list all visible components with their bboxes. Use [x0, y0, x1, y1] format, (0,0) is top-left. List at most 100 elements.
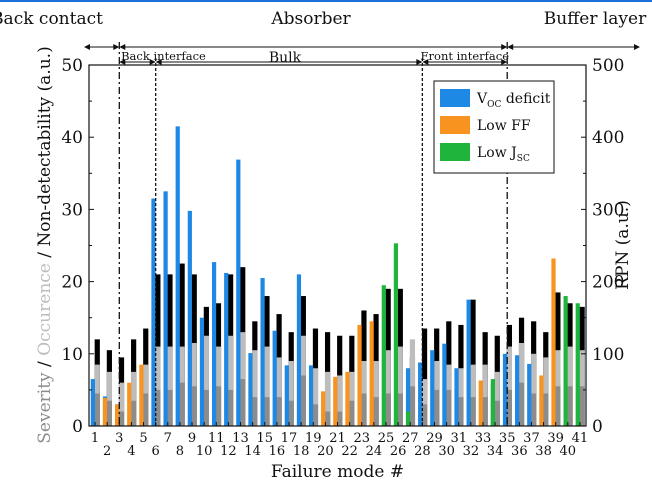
x-tick-label: 40 — [560, 444, 577, 459]
rpn-bar — [260, 277, 265, 426]
right-tick-label: 0 — [592, 417, 603, 437]
x-tick-label: 5 — [139, 431, 147, 446]
occurrence-bar — [264, 346, 270, 426]
severity-bar — [482, 397, 488, 426]
occurrence-bar — [543, 357, 549, 426]
severity-bar — [288, 400, 294, 426]
occurrence-bar — [421, 379, 428, 426]
legend-swatch — [440, 143, 470, 161]
left-axis-title-part: Occurence — [35, 263, 55, 356]
rpn-bar — [466, 299, 471, 426]
region-buffer-layer: Buffer layer — [544, 9, 647, 29]
rpn-bar — [115, 404, 120, 426]
rpn-bar — [418, 362, 423, 426]
x-tick-label: 17 — [281, 431, 298, 446]
axes-layer: 0102030405001002003004005001234567891011… — [35, 46, 633, 482]
bars-layer — [90, 126, 585, 427]
severity-bar — [228, 389, 234, 426]
x-tick-label: 32 — [463, 444, 480, 459]
rpn-bar — [478, 380, 483, 426]
occurrence-bar — [191, 342, 197, 426]
x-tick-label: 29 — [426, 431, 443, 446]
x-tick-label: 36 — [511, 444, 528, 459]
right-tick-label: 400 — [592, 128, 624, 148]
severity-bar — [531, 393, 537, 426]
back-contact-arrow-head-right — [113, 44, 120, 50]
rpn-bar — [551, 258, 556, 426]
occurrence-bar — [324, 371, 331, 426]
severity-bar — [434, 389, 440, 426]
severity-bar — [421, 404, 428, 426]
x-tick-label: 33 — [475, 431, 492, 446]
rpn-bar — [454, 368, 459, 426]
x-tick-label: 21 — [329, 431, 346, 446]
x-tick-label: 1 — [91, 431, 99, 446]
x-tick-label: 31 — [450, 431, 467, 446]
legend-swatch — [440, 116, 470, 134]
right-tick-label: 200 — [592, 273, 624, 293]
severity-bar — [446, 389, 452, 426]
nd-bar — [179, 263, 185, 426]
right-tick-label: 100 — [592, 345, 624, 365]
right-tick-label: 300 — [592, 200, 624, 220]
rpn-bar — [90, 379, 95, 426]
rpn-bar — [224, 272, 229, 426]
rpn-bar — [393, 243, 399, 426]
back-contact-arrow-head-left — [84, 44, 90, 50]
x-tick-label: 16 — [269, 444, 286, 459]
occurrence-bar — [252, 350, 258, 426]
left-tick-label: 30 — [61, 200, 83, 220]
left-axis-title-part: / — [35, 356, 55, 373]
x-tick-label: 20 — [317, 444, 334, 459]
x-tick-label: 23 — [353, 431, 370, 446]
severity-bar — [143, 393, 149, 426]
severity-bar — [361, 393, 367, 426]
occurrence-bar — [409, 339, 416, 426]
rpn-bar — [296, 274, 302, 426]
severity-bar — [131, 400, 137, 426]
x-tick-label: 27 — [402, 431, 419, 446]
severity-bar — [349, 400, 355, 426]
severity-bar — [458, 397, 464, 426]
x-tick-label: 22 — [341, 444, 358, 459]
occurrence-bar — [106, 371, 112, 426]
occurrence-bar — [228, 335, 234, 426]
right-tick-label: 500 — [592, 56, 624, 76]
x-tick-label: 25 — [378, 431, 395, 446]
rpn-bar — [236, 159, 241, 426]
occurrence-bar — [276, 357, 282, 426]
severity-bar — [94, 393, 100, 426]
x-tick-label: 6 — [152, 444, 160, 459]
occurrence-bar — [531, 353, 537, 426]
buffer-arrow-head-right — [634, 44, 640, 50]
x-tick-label: 3 — [115, 431, 123, 446]
severity-bar — [409, 386, 416, 426]
rpn-bar — [490, 379, 495, 426]
severity-bar — [543, 393, 549, 426]
rpn-bar — [442, 343, 447, 426]
x-tick-label: 18 — [293, 444, 310, 459]
rpn-bar — [308, 365, 314, 426]
severity-bar — [276, 397, 282, 426]
occurrence-bar — [385, 350, 391, 426]
severity-bar — [179, 382, 185, 426]
x-tick-label: 28 — [414, 444, 431, 459]
legend-label-subscript: OC — [487, 100, 501, 110]
x-tick-label: 39 — [547, 431, 564, 446]
severity-bar — [555, 386, 561, 426]
severity-bar — [397, 393, 403, 426]
rpn-bar — [199, 317, 205, 426]
left-tick-label: 50 — [61, 56, 83, 76]
rpn-bar — [405, 368, 411, 426]
rpn-bar — [211, 262, 217, 426]
severity-bar — [252, 397, 258, 426]
occurrence-bar — [215, 346, 222, 426]
absorber-arrow-head-left — [119, 44, 126, 50]
rpn-bar — [187, 210, 192, 426]
rpn-bar — [381, 285, 386, 426]
occurrence-bar — [470, 364, 476, 426]
occurrence-bar — [482, 364, 488, 426]
rpn-bar — [502, 353, 508, 426]
occurrence-bar — [155, 346, 161, 426]
